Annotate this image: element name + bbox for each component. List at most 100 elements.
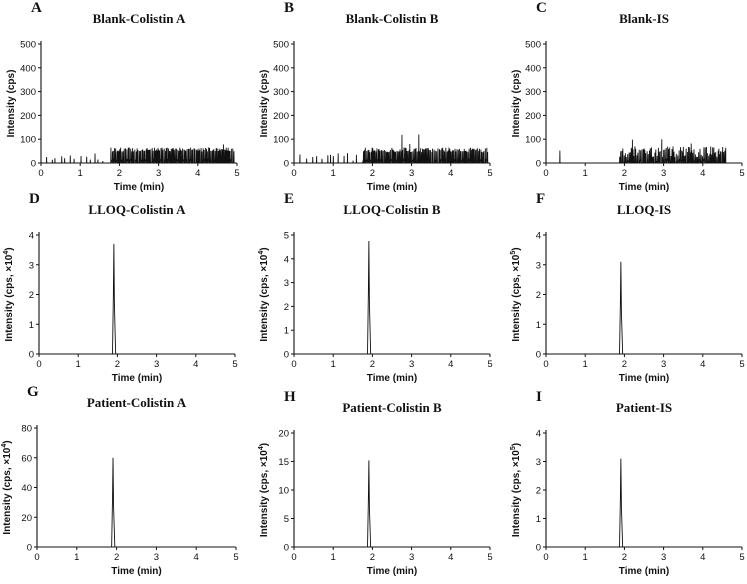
- x-tick-label-g: 5: [233, 552, 238, 563]
- x-tick-label-b: 3: [409, 168, 414, 179]
- x-tick-label-d: 2: [115, 359, 120, 370]
- y-tick-label-g: 40: [21, 483, 32, 494]
- x-tick-label-f: 0: [543, 359, 548, 370]
- y-tick-label-g: 0: [27, 543, 32, 554]
- x-tick-label-a: 4: [195, 168, 200, 179]
- x-tick-label-a: 0: [38, 168, 43, 179]
- x-tick-label-g: 0: [34, 552, 39, 563]
- x-tick-label-h: 2: [370, 552, 375, 563]
- x-tick-label-c: 1: [583, 168, 588, 179]
- panel-label-c: C: [536, 0, 547, 16]
- x-tick-label-d: 5: [232, 359, 237, 370]
- x-tick-label-d: 3: [154, 359, 159, 370]
- y-axis-label-i: Intensity (cps, ×105): [510, 443, 522, 537]
- x-tick-label-i: 1: [583, 552, 588, 563]
- y-tick-label-f: 4: [536, 231, 541, 242]
- x-axis-label-i: Time (min): [619, 566, 669, 577]
- x-tick-label-c: 2: [622, 168, 627, 179]
- y-tick-label-a: 200: [20, 111, 36, 122]
- trace-c: [546, 139, 742, 164]
- panel-label-a: A: [31, 0, 42, 16]
- y-axis-label-g: Intensity (cps, ×104): [1, 440, 13, 534]
- y-tick-label-e: 1: [284, 326, 289, 337]
- y-tick-label-d: 0: [29, 350, 34, 361]
- x-tick-label-e: 1: [331, 359, 336, 370]
- y-tick-label-h: 0: [284, 543, 289, 554]
- x-tick-label-i: 3: [661, 552, 666, 563]
- y-tick-label-g: 60: [21, 453, 32, 464]
- y-tick-label-g: 20: [21, 513, 32, 524]
- panel-title-h: Patient-Colistin B: [342, 400, 442, 415]
- panel-label-i: I: [536, 389, 542, 405]
- x-tick-label-f: 4: [700, 359, 705, 370]
- x-tick-label-e: 4: [448, 359, 453, 370]
- y-tick-label-c: 300: [525, 87, 541, 98]
- panel-title-d: LLOQ-Colistin A: [88, 202, 186, 217]
- x-tick-label-h: 4: [448, 552, 453, 563]
- x-axis-label-e: Time (min): [367, 373, 417, 384]
- panel-title-a: Blank-Colistin A: [93, 11, 186, 26]
- y-tick-label-b: 100: [273, 135, 289, 146]
- y-tick-label-a: 100: [20, 135, 36, 146]
- panel-e: E LLOQ-Colistin B 0 1 2 3 4 5 0 1 2 3 4 5 Time (min) In…: [258, 191, 493, 384]
- x-tick-label-c: 3: [661, 168, 666, 179]
- x-tick-label-b: 1: [331, 168, 336, 179]
- y-tick-label-e: 0: [284, 350, 289, 361]
- panel-label-d: D: [29, 191, 40, 207]
- x-tick-label-e: 3: [409, 359, 414, 370]
- x-tick-label-f: 2: [622, 359, 627, 370]
- x-axis-label-c: Time (min): [619, 182, 669, 193]
- y-tick-label-i: 4: [536, 429, 541, 440]
- y-tick-label-i: 2: [536, 486, 541, 497]
- y-tick-label-a: 500: [20, 40, 36, 51]
- y-tick-label-e: 5: [284, 231, 289, 242]
- panel-label-g: G: [27, 384, 39, 400]
- panel-title-e: LLOQ-Colistin B: [343, 202, 440, 217]
- y-tick-label-i: 0: [536, 543, 541, 554]
- x-tick-label-g: 2: [114, 552, 119, 563]
- y-tick-label-h: 5: [284, 514, 289, 525]
- y-axis-label-c: Intensity (cps): [511, 70, 522, 138]
- y-tick-label-d: 3: [29, 260, 34, 271]
- x-axis-label-d: Time (min): [112, 373, 162, 384]
- y-tick-label-e: 2: [284, 302, 289, 313]
- y-tick-label-f: 1: [536, 320, 541, 331]
- panel-title-i: Patient-IS: [616, 400, 672, 415]
- panel-label-h: H: [284, 389, 296, 405]
- x-tick-label-h: 1: [331, 552, 336, 563]
- x-tick-label-f: 1: [583, 359, 588, 370]
- y-tick-label-i: 3: [536, 457, 541, 468]
- panel-b: B Blank-Colistin B 0 1 2 3 4 5 0 100 200 300 400 500 T…: [259, 0, 493, 193]
- panel-h: H Patient-Colistin B 0 1 2 3 4 5 0 5 10 15 20 Time (m…: [258, 389, 493, 577]
- x-tick-label-f: 5: [739, 359, 744, 370]
- y-tick-label-h: 15: [278, 457, 289, 468]
- x-tick-label-b: 4: [448, 168, 453, 179]
- x-axis-label-a: Time (min): [114, 182, 164, 193]
- x-tick-label-h: 3: [409, 552, 414, 563]
- y-tick-label-f: 3: [536, 260, 541, 271]
- y-tick-label-g: 80: [21, 424, 32, 435]
- panel-label-f: F: [536, 191, 545, 207]
- x-tick-label-g: 3: [154, 552, 159, 563]
- y-axis-label-h: Intensity (cps, ×104): [258, 443, 270, 537]
- x-tick-label-g: 1: [74, 552, 79, 563]
- y-tick-label-c: 400: [525, 63, 541, 74]
- y-tick-label-i: 1: [536, 514, 541, 525]
- y-tick-label-c: 100: [525, 135, 541, 146]
- x-tick-label-i: 2: [622, 552, 627, 563]
- panel-label-b: B: [284, 0, 294, 16]
- x-axis-label-g: Time (min): [111, 566, 161, 577]
- x-tick-label-h: 5: [487, 552, 492, 563]
- x-tick-label-b: 0: [291, 168, 296, 179]
- x-axis-label-b: Time (min): [367, 182, 417, 193]
- panel-g: G Patient-Colistin A 0 1 2 3 4 5 0 20 40 60 80 Time (…: [1, 384, 239, 577]
- x-tick-label-b: 5: [487, 168, 492, 179]
- panel-title-f: LLOQ-IS: [617, 202, 671, 217]
- y-tick-label-d: 4: [29, 231, 34, 242]
- trace-i: [546, 458, 742, 548]
- y-tick-label-a: 0: [31, 159, 36, 170]
- trace-b: [294, 134, 490, 164]
- panel-d: D LLOQ-Colistin A 0 1 2 3 4 5 0 1 2 3 4 Time (min) Int…: [3, 191, 238, 384]
- y-tick-label-b: 0: [284, 159, 289, 170]
